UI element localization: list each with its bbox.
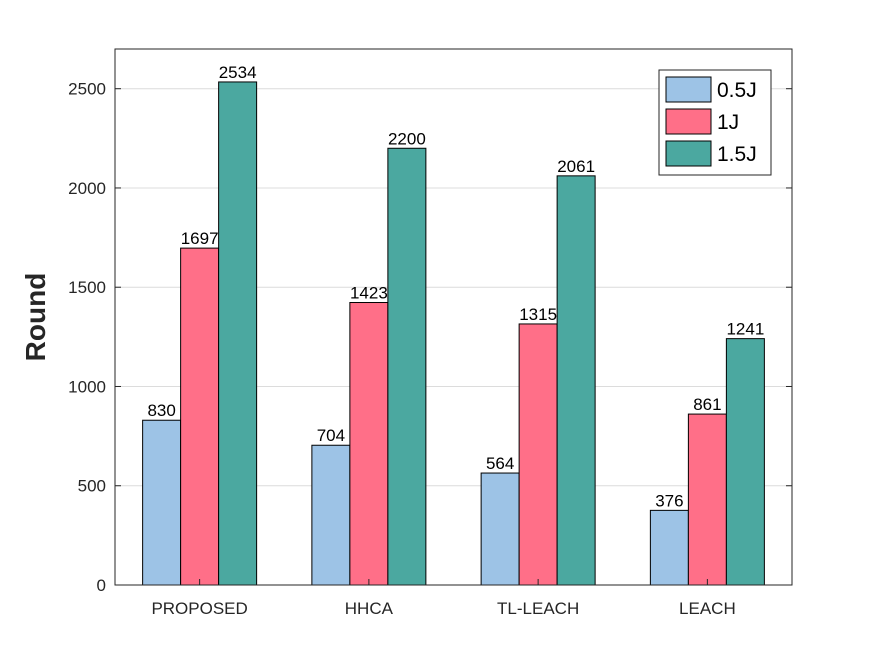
data-label: 376 [655, 491, 683, 510]
bar [142, 419, 182, 586]
data-label: 830 [147, 401, 175, 420]
data-label: 1423 [350, 284, 388, 303]
x-ticks-group: PROPOSED HHCA TL-LEACH LEACH [151, 579, 736, 618]
legend-swatch [665, 108, 712, 135]
x-tick-label: PROPOSED [151, 599, 247, 618]
legend-label: 1J [717, 111, 739, 134]
data-label: 861 [693, 395, 721, 414]
bars-group [142, 81, 765, 586]
data-label: 1697 [181, 229, 219, 248]
bar [480, 472, 520, 586]
bar [180, 247, 220, 586]
y-tick-label: 500 [78, 477, 106, 496]
bar [556, 175, 596, 586]
y-tick-label: 0 [97, 576, 106, 595]
legend-label: 0.5J [717, 79, 757, 102]
bar [349, 302, 389, 586]
data-label: 1241 [726, 320, 764, 339]
x-tick-label: HHCA [345, 599, 394, 618]
data-labels-group: 830 1697 2534 704 1423 2200 564 1315 2061 376 861 1… [147, 63, 764, 510]
bar [687, 413, 727, 586]
bar [725, 338, 765, 586]
bar [387, 147, 427, 586]
data-label: 564 [486, 454, 514, 473]
y-tick-label: 1000 [68, 377, 106, 396]
legend: 0.5J 1J 1.5J [658, 69, 772, 176]
y-ticks-group: 0 500 1000 1500 2000 2500 [68, 80, 792, 595]
data-label: 2200 [388, 129, 426, 148]
x-tick-label: LEACH [679, 599, 736, 618]
x-tick-label: TL-LEACH [497, 599, 579, 618]
data-label: 704 [317, 426, 345, 445]
legend-swatch [665, 76, 712, 103]
plot-border [114, 48, 793, 586]
y-tick-label: 1500 [68, 278, 106, 297]
bar [649, 509, 689, 586]
bar [218, 81, 258, 586]
y-tick-label: 2000 [68, 179, 106, 198]
data-label: 2061 [557, 157, 595, 176]
legend-label: 1.5J [717, 143, 757, 166]
data-label: 2534 [219, 63, 257, 82]
data-label: 1315 [519, 305, 557, 324]
legend-swatch [665, 140, 712, 167]
bar [311, 444, 351, 586]
y-axis-title: Round [20, 273, 51, 362]
y-tick-label: 2500 [68, 80, 106, 99]
bar [518, 323, 558, 586]
